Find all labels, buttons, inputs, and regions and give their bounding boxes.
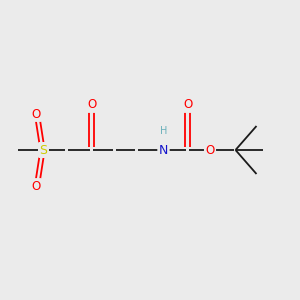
Text: O: O bbox=[32, 107, 40, 121]
Text: O: O bbox=[206, 143, 214, 157]
Text: O: O bbox=[87, 98, 96, 112]
Text: S: S bbox=[40, 143, 47, 157]
Text: N: N bbox=[159, 143, 168, 157]
Text: O: O bbox=[183, 98, 192, 112]
Text: H: H bbox=[160, 125, 167, 136]
Text: O: O bbox=[32, 179, 40, 193]
